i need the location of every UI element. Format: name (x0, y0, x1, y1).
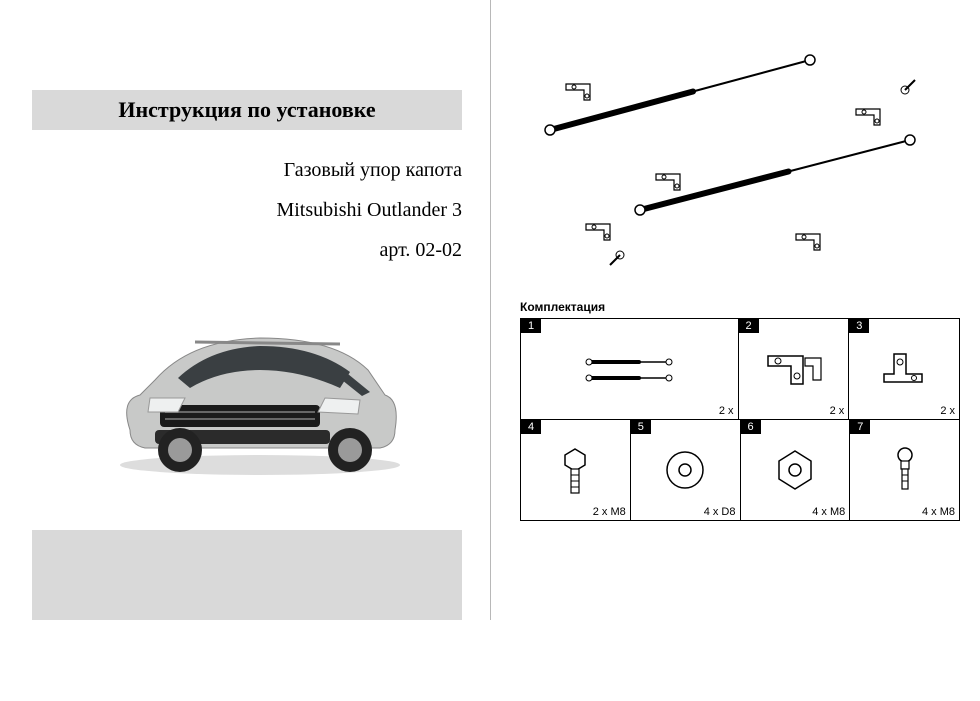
parts-grid: 1 2 x 2 2 x 3 2 x 4 2 x M8 5 4 x D8 6 4 x M8 7 4 x M8 (520, 318, 960, 521)
parts-list-heading: Комплектация (520, 300, 605, 314)
part-cell-7: 7 4 x M8 (850, 420, 960, 520)
part-cell-1: 1 2 x (521, 319, 739, 419)
part-cell-5: 5 4 x D8 (631, 420, 741, 520)
car-illustration (100, 300, 420, 480)
title-text: Инструкция по установке (118, 97, 375, 123)
part-qty-label: 2 x M8 (593, 506, 626, 518)
right-panel: Комплектация 1 2 x 2 2 x 3 2 x 4 2 x M8 5 4 x D8 6… (500, 0, 970, 701)
part-qty-label: 2 x (719, 405, 734, 417)
part-cell-6: 6 4 x M8 (741, 420, 851, 520)
part-cell-2: 2 2 x (739, 319, 850, 419)
part-qty-label: 4 x M8 (922, 506, 955, 518)
part-number-badge: 5 (631, 420, 651, 434)
parts-row: 4 2 x M8 5 4 x D8 6 4 x M8 7 4 x M8 (520, 419, 960, 521)
part-number-badge: 4 (521, 420, 541, 434)
title-bar: Инструкция по установке (32, 90, 462, 130)
part-qty-label: 4 x D8 (704, 506, 736, 518)
part-cell-4: 4 2 x M8 (521, 420, 631, 520)
part-qty-label: 2 x (940, 405, 955, 417)
part-number-badge: 6 (741, 420, 761, 434)
bottom-bar (32, 530, 462, 620)
subtitle-line1: Газовый упор капота (32, 150, 462, 190)
part-number-badge: 1 (521, 319, 541, 333)
part-cell-3: 3 2 x (849, 319, 960, 419)
part-qty-label: 4 x M8 (812, 506, 845, 518)
part-number-badge: 7 (850, 420, 870, 434)
part-number-badge: 3 (849, 319, 869, 333)
part-number-badge: 2 (739, 319, 759, 333)
part-qty-label: 2 x (830, 405, 845, 417)
vertical-separator (490, 0, 491, 620)
left-panel: Инструкция по установке Газовый упор кап… (0, 0, 480, 701)
subtitle-line2: Mitsubishi Outlander 3 (32, 190, 462, 230)
exploded-diagram (510, 30, 960, 280)
subtitle-block: Газовый упор капота Mitsubishi Outlander… (32, 150, 462, 270)
subtitle-line3: арт. 02-02 (32, 230, 462, 270)
parts-row: 1 2 x 2 2 x 3 2 x (520, 318, 960, 419)
